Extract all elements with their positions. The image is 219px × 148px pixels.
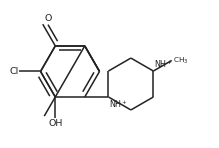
Text: Cl: Cl: [9, 67, 19, 76]
Text: CH$_3$: CH$_3$: [173, 55, 188, 66]
Text: OH: OH: [48, 119, 62, 128]
Text: NH$^+$: NH$^+$: [154, 59, 173, 70]
Text: O: O: [44, 14, 52, 23]
Text: NH$^+$: NH$^+$: [109, 98, 128, 110]
